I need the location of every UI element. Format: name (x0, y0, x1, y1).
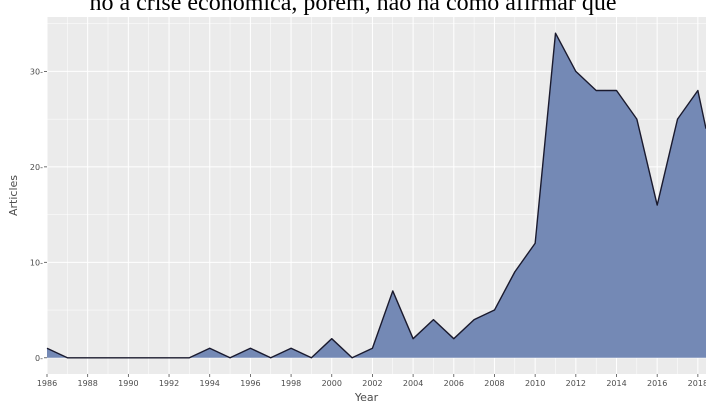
x-tick-label: 2006 (444, 379, 464, 388)
y-axis-ticks: 0- 10- 20- 30- (30, 67, 47, 363)
x-axis-ticks: 1986 1988 1990 1992 1994 1996 1998 2000 2002 2004… (37, 374, 706, 388)
x-tick-label: 1992 (159, 379, 179, 388)
x-tick-label: 1990 (118, 379, 138, 388)
x-tick-label: 1998 (281, 379, 301, 388)
x-tick-label: 1988 (77, 379, 97, 388)
x-tick-label: 1996 (240, 379, 260, 388)
y-tick-label: 20- (30, 163, 43, 172)
x-tick-label: 2008 (484, 379, 504, 388)
x-tick-label: 2012 (566, 379, 586, 388)
x-tick-label: 2016 (647, 379, 667, 388)
area-series-fill (47, 33, 706, 358)
y-tick-label: 10- (30, 258, 43, 267)
x-tick-label: 2018 (688, 379, 706, 388)
x-tick-label: 1986 (37, 379, 57, 388)
x-tick-label: 2010 (525, 379, 545, 388)
x-tick-label: 2002 (362, 379, 382, 388)
x-tick-label: 2000 (322, 379, 342, 388)
x-tick-label: 2014 (606, 379, 626, 388)
area-series-line (46, 32, 706, 359)
y-tick-label: 30- (30, 67, 43, 76)
y-tick-label: 0- (35, 354, 43, 363)
y-axis-title: Articles (7, 175, 20, 216)
x-tick-label: 2004 (403, 379, 423, 388)
page-header-text: no a crise econômica, porém, não há como… (89, 0, 617, 16)
x-axis-title: Year (354, 391, 379, 403)
x-tick-label: 1994 (200, 379, 220, 388)
